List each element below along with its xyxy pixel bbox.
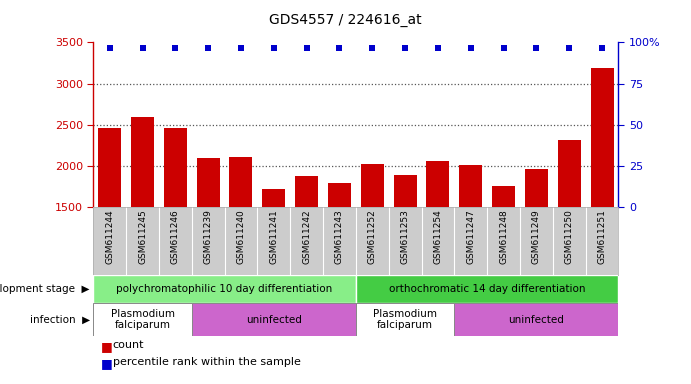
Bar [356,275,618,303]
Text: GSM611246: GSM611246 [171,209,180,264]
Bar [131,118,154,331]
Bar [229,157,252,331]
Bar [361,164,384,331]
Bar [192,303,356,336]
Bar [460,165,482,331]
Text: GSM611248: GSM611248 [499,209,508,264]
Bar [164,128,187,331]
Bar [394,175,417,331]
Text: GSM611244: GSM611244 [105,209,114,264]
Text: development stage  ▶: development stage ▶ [0,284,90,294]
Text: GSM611239: GSM611239 [204,209,213,264]
Text: polychromatophilic 10 day differentiation: polychromatophilic 10 day differentiatio… [117,284,332,294]
Bar [525,169,548,331]
Text: GSM611242: GSM611242 [302,209,311,264]
Bar [295,176,318,331]
Text: orthochromatic 14 day differentiation: orthochromatic 14 day differentiation [389,284,585,294]
Bar [558,140,580,331]
Text: GSM611250: GSM611250 [565,209,574,264]
Bar [455,303,618,336]
Text: count: count [113,340,144,350]
Bar [263,189,285,331]
Text: GSM611251: GSM611251 [598,209,607,264]
Bar [98,128,121,331]
Bar [93,303,192,336]
Text: GSM611252: GSM611252 [368,209,377,264]
Bar [197,158,220,331]
Bar [591,68,614,331]
Text: Plasmodium
falciparum: Plasmodium falciparum [373,309,437,331]
Text: GSM611249: GSM611249 [532,209,541,264]
Text: GSM611240: GSM611240 [236,209,245,264]
Text: uninfected: uninfected [246,314,302,325]
Text: GDS4557 / 224616_at: GDS4557 / 224616_at [269,13,422,27]
Text: GSM611247: GSM611247 [466,209,475,264]
Text: infection  ▶: infection ▶ [30,314,90,325]
Text: percentile rank within the sample: percentile rank within the sample [113,357,301,367]
Bar [492,186,515,331]
Bar [356,303,455,336]
Text: ■: ■ [93,357,113,370]
Text: GSM611254: GSM611254 [433,209,442,264]
Bar [426,161,449,331]
Bar [93,275,356,303]
Text: GSM611241: GSM611241 [269,209,278,264]
Text: Plasmodium
falciparum: Plasmodium falciparum [111,309,175,331]
Text: ■: ■ [93,340,113,353]
Bar [328,184,351,331]
Text: GSM611253: GSM611253 [401,209,410,264]
Text: GSM611245: GSM611245 [138,209,147,264]
Text: GSM611243: GSM611243 [335,209,344,264]
Text: uninfected: uninfected [509,314,565,325]
